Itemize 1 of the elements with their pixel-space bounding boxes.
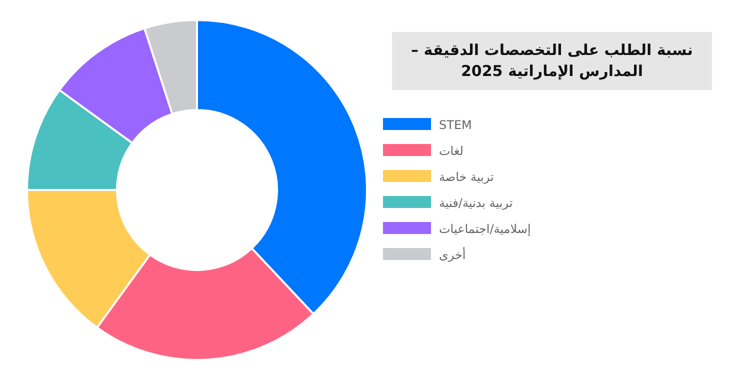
text: نسبة الطلب على التخصصات الدقيقة – المدارس الإماراتية 2025 (392, 32, 712, 90)
